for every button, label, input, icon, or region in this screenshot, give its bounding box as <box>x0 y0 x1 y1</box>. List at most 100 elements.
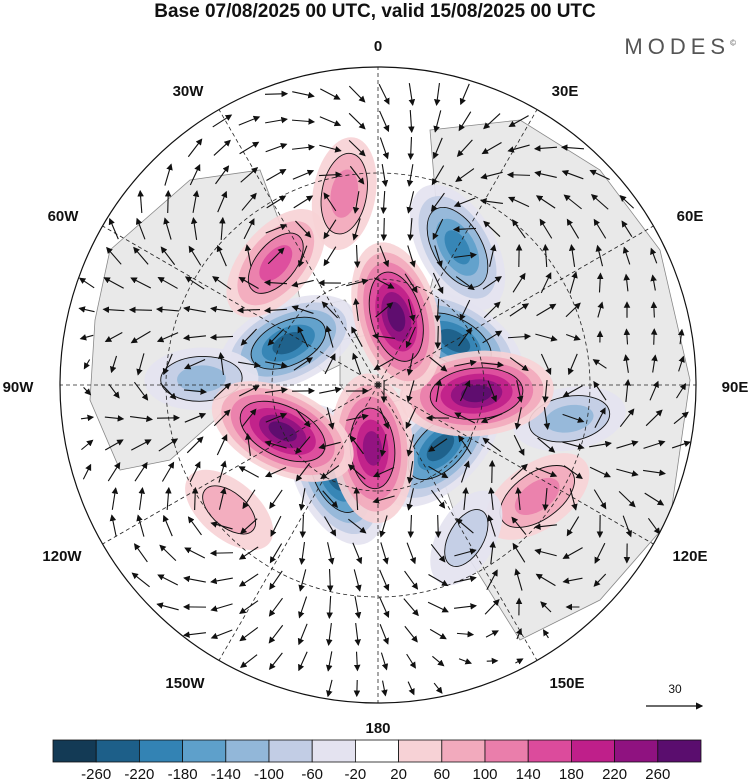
wind-vector <box>263 279 288 286</box>
wind-vector <box>650 328 658 345</box>
wind-vector <box>535 195 556 209</box>
wind-vector <box>643 469 666 477</box>
anomaly-level <box>268 421 297 442</box>
wind-vector <box>428 574 449 587</box>
wind-vector <box>295 436 311 455</box>
wind-vector <box>432 218 444 240</box>
wind-vector <box>483 301 501 319</box>
wind-vector <box>406 488 415 511</box>
meridian-line <box>377 109 538 386</box>
wind-vector <box>372 467 395 478</box>
wind-vector <box>212 114 233 128</box>
wind-vector <box>265 143 288 153</box>
anomaly-level <box>426 433 455 462</box>
wind-vector <box>242 489 256 510</box>
wind-vector <box>102 306 125 313</box>
wind-vector <box>109 355 118 374</box>
wind-vector <box>298 596 308 619</box>
wind-vector <box>454 575 477 583</box>
wind-vector <box>292 91 315 99</box>
wind-vector <box>104 415 125 422</box>
wind-vector <box>404 273 418 294</box>
wind-vector <box>407 299 416 322</box>
colorbar-swatch <box>527 739 572 763</box>
wind-vector <box>353 486 360 511</box>
wind-vector <box>374 277 395 289</box>
wind-vector <box>649 380 659 401</box>
wind-vector <box>267 328 285 346</box>
anomaly-level <box>514 477 560 516</box>
wind-vector <box>514 568 523 591</box>
wind-vector <box>326 568 334 593</box>
anomaly-level <box>177 365 226 393</box>
wind-vector <box>265 386 288 394</box>
wind-vector <box>352 191 360 214</box>
wind-vector <box>352 542 363 565</box>
label-lon-60w: 60W <box>48 208 80 225</box>
wind-vector <box>218 487 227 510</box>
wind-vector <box>188 245 202 266</box>
colorbar-swatch <box>571 739 616 763</box>
wind-vector <box>326 679 333 698</box>
wind-vector <box>540 272 552 294</box>
label-lon-120w: 120W <box>42 548 82 565</box>
label-lon-90e: 90E <box>722 379 749 396</box>
colorbar-swatch <box>311 739 356 763</box>
wind-vector <box>319 386 342 394</box>
wind-vector <box>427 601 449 613</box>
anomaly-level <box>202 485 257 535</box>
wind-vector <box>266 168 287 181</box>
wind-vector <box>326 623 333 647</box>
meridian-line <box>218 384 379 661</box>
wind-vector <box>459 379 471 402</box>
wind-vector <box>453 197 476 208</box>
wind-vector <box>183 575 206 583</box>
wind-vector <box>239 141 260 155</box>
wind-vector <box>379 110 390 133</box>
wind-vector <box>320 88 341 100</box>
meridian-line <box>377 384 654 545</box>
wind-vector <box>157 574 179 586</box>
wind-vector <box>514 407 522 430</box>
wind-vector <box>299 514 307 539</box>
wind-vector <box>459 83 470 106</box>
wind-vector <box>454 548 477 557</box>
wind-vector <box>218 460 227 483</box>
wind-vector <box>373 358 394 370</box>
wind-vector <box>137 189 144 214</box>
colorbar-swatch <box>398 739 443 763</box>
wind-vector <box>323 246 337 267</box>
wind-vector <box>183 359 206 370</box>
wind-vector <box>379 245 390 268</box>
wind-vector <box>323 219 337 240</box>
wind-vector <box>241 192 257 211</box>
wind-vector <box>265 412 288 423</box>
colorbar-label: 140 <box>516 766 541 783</box>
wind-vector <box>406 164 414 187</box>
wind-vector <box>379 515 388 538</box>
reference-vector: 30 <box>646 682 704 710</box>
wind-vector <box>618 490 636 508</box>
wind-vector <box>291 305 314 314</box>
colorbar-swatch <box>52 739 97 763</box>
wind-vector <box>543 407 551 430</box>
wind-vector <box>406 542 417 565</box>
wind-vector <box>403 598 419 617</box>
wind-vector <box>429 356 448 372</box>
wind-vector <box>156 332 179 343</box>
wind-vector <box>651 354 658 373</box>
wind-vector <box>507 144 530 153</box>
wind-vector <box>542 243 549 268</box>
wind-vector <box>161 461 175 482</box>
wind-vector <box>488 486 495 510</box>
wind-vector <box>318 171 343 178</box>
wind-vector <box>241 408 257 427</box>
wind-vector <box>623 273 630 292</box>
wind-vector <box>155 306 180 313</box>
colorbar-label: -140 <box>211 766 241 783</box>
wind-vector <box>432 272 444 294</box>
anomaly-field <box>144 137 626 586</box>
wind-vector <box>138 487 146 510</box>
wind-vector <box>433 110 442 133</box>
wind-vector <box>268 652 283 670</box>
